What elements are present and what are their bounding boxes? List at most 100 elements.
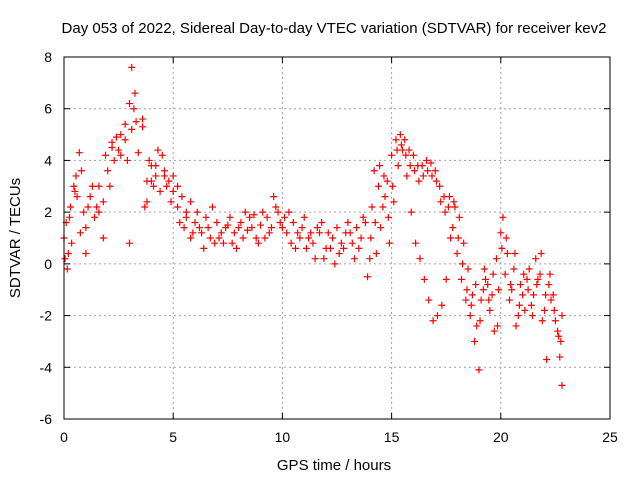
data-point	[283, 229, 291, 237]
data-point	[527, 301, 535, 309]
data-points	[60, 63, 566, 389]
data-point	[473, 322, 481, 330]
data-point	[396, 131, 404, 139]
data-point	[357, 234, 365, 242]
data-point	[495, 286, 503, 294]
data-point	[550, 306, 558, 314]
data-point	[372, 250, 380, 258]
data-point	[160, 172, 168, 180]
data-point	[67, 203, 75, 211]
data-point	[243, 226, 251, 234]
data-point	[152, 162, 160, 170]
data-point	[508, 286, 516, 294]
data-point	[68, 239, 76, 247]
data-point	[484, 281, 492, 289]
data-point	[189, 229, 197, 237]
data-point	[143, 198, 151, 206]
data-point	[261, 234, 269, 242]
data-point	[407, 208, 415, 216]
data-point	[438, 301, 446, 309]
data-point	[528, 312, 536, 320]
data-point	[429, 317, 437, 325]
data-point	[198, 229, 206, 237]
data-point	[485, 296, 493, 304]
data-point	[270, 193, 278, 201]
y-tick-label: 8	[44, 49, 52, 65]
data-point	[292, 244, 300, 252]
data-point	[233, 244, 241, 252]
data-point	[516, 281, 524, 289]
data-point	[178, 193, 186, 201]
data-point	[139, 123, 147, 131]
data-point	[213, 218, 221, 226]
data-point	[158, 151, 166, 159]
data-point	[307, 229, 315, 237]
data-point	[537, 250, 545, 258]
data-point	[259, 208, 267, 216]
data-point	[499, 213, 507, 221]
data-point	[187, 234, 195, 242]
data-point	[134, 149, 142, 157]
data-point	[187, 198, 195, 206]
data-point	[353, 224, 361, 232]
data-point	[128, 125, 136, 133]
data-point	[123, 156, 131, 164]
data-point	[77, 167, 85, 175]
data-point	[265, 229, 273, 237]
data-point	[217, 229, 225, 237]
data-point	[318, 218, 326, 226]
data-point	[73, 193, 81, 201]
data-point	[316, 229, 324, 237]
data-point	[523, 275, 531, 283]
data-point	[425, 296, 433, 304]
data-point	[296, 234, 304, 242]
x-axis-label: GPS time / hours	[277, 457, 391, 474]
data-point	[200, 244, 208, 252]
data-point	[267, 224, 275, 232]
plot-frame	[63, 56, 611, 420]
x-tick-label: 0	[60, 429, 68, 445]
data-point	[546, 270, 554, 278]
data-point	[532, 255, 540, 263]
data-point	[389, 182, 397, 190]
data-point	[204, 224, 212, 232]
data-point	[477, 296, 485, 304]
grid-lines	[64, 57, 610, 419]
data-point	[82, 224, 90, 232]
data-point	[88, 182, 96, 190]
data-point	[374, 182, 382, 190]
data-point	[333, 224, 341, 232]
data-point	[126, 100, 134, 108]
x-tick-label: 15	[384, 429, 400, 445]
data-point	[370, 167, 378, 175]
data-point	[272, 203, 280, 211]
data-point	[536, 270, 544, 278]
data-point	[320, 255, 328, 263]
data-point	[361, 218, 369, 226]
data-point	[368, 203, 376, 211]
data-point	[542, 291, 550, 299]
data-point	[165, 177, 173, 185]
data-point	[191, 218, 199, 226]
data-point	[384, 213, 392, 221]
data-point	[405, 146, 413, 154]
data-point	[412, 239, 420, 247]
data-point	[449, 224, 457, 232]
data-point	[498, 244, 506, 252]
data-point	[393, 146, 401, 154]
data-point	[502, 234, 510, 242]
data-point	[556, 353, 564, 361]
data-point	[367, 234, 375, 242]
data-point	[457, 275, 465, 283]
data-point	[479, 286, 487, 294]
data-point	[551, 317, 559, 325]
data-point	[131, 89, 139, 97]
data-point	[252, 234, 260, 242]
data-point	[359, 213, 367, 221]
data-point	[326, 244, 334, 252]
data-point	[206, 234, 214, 242]
data-point	[388, 151, 396, 159]
data-point	[241, 208, 249, 216]
data-point	[420, 275, 428, 283]
